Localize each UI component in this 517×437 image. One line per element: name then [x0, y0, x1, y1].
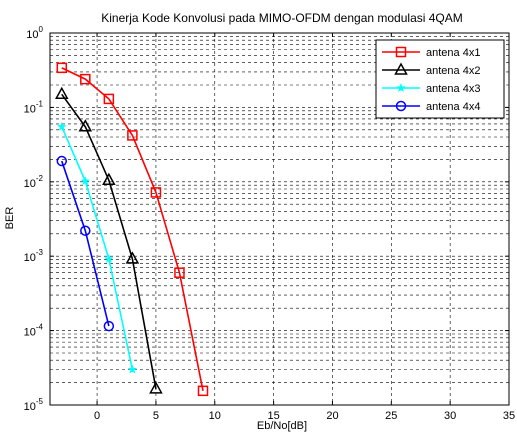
y-tick-label: 10-1	[24, 99, 44, 115]
legend-label: antena 4x2	[426, 65, 480, 77]
marker-circle	[80, 225, 91, 236]
y-tick-label: 10-4	[24, 323, 44, 339]
legend-item: antena 4x4	[382, 100, 480, 113]
legend: antena 4x1 antena 4x2 antena 4x3 antena 4x4	[375, 39, 505, 119]
y-tick-label: 10-2	[24, 174, 44, 190]
series-group	[55, 62, 209, 397]
marker-square	[197, 385, 209, 397]
y-axis-ticks: 100 10-1 10-2 10-3 10-4 10-5	[24, 25, 509, 413]
legend-box	[375, 39, 505, 119]
series-line	[61, 126, 134, 370]
x-tick-label: 30	[444, 410, 456, 422]
x-tick-label: 15	[267, 410, 279, 422]
series-line	[61, 93, 157, 389]
x-tick-label: 20	[326, 410, 338, 422]
legend-item: antena 4x1	[382, 46, 480, 59]
marker-triangle	[78, 119, 93, 132]
marker-square	[56, 62, 68, 74]
legend-label: antena 4x4	[426, 101, 480, 113]
marker-star	[57, 121, 67, 131]
series-3	[57, 121, 138, 374]
marker-square	[127, 130, 138, 141]
marker-square	[174, 267, 185, 278]
marker-star	[396, 83, 406, 92]
marker-circle	[103, 320, 115, 332]
x-tick-label: 25	[385, 410, 397, 422]
series-2	[55, 86, 163, 394]
chart-title: Kinerja Kode Konvolusi pada MIMO-OFDM de…	[101, 11, 463, 25]
legend-item: antena 4x2	[382, 62, 480, 77]
plot-area	[49, 32, 510, 406]
marker-star	[104, 253, 114, 263]
y-tick-label: 100	[26, 25, 43, 41]
x-axis-label: Eb/No[dB]	[257, 420, 307, 432]
marker-triangle	[102, 172, 116, 185]
x-tick-label: 0	[94, 410, 100, 422]
legend-label: antena 4x3	[426, 83, 480, 95]
marker-triangle	[394, 62, 408, 75]
marker-circle	[56, 155, 68, 167]
legend-item: antena 4x3	[382, 83, 480, 95]
y-tick-label: 10-5	[24, 397, 44, 413]
marker-triangle	[55, 86, 69, 100]
marker-square	[395, 46, 407, 58]
marker-square	[150, 187, 162, 198]
x-tick-label: 10	[209, 410, 221, 422]
series-line	[61, 160, 110, 327]
marker-star	[127, 364, 138, 374]
marker-square	[103, 93, 115, 105]
marker-square	[80, 73, 91, 85]
x-tick-label: 5	[153, 410, 159, 422]
x-tick-label: 35	[503, 410, 515, 422]
marker-circle	[395, 100, 407, 112]
marker-star	[80, 176, 91, 186]
series-line	[61, 67, 204, 391]
y-axis-label: BER	[4, 207, 16, 230]
legend-label: antena 4x1	[426, 47, 480, 59]
series-1	[56, 62, 209, 397]
marker-triangle	[125, 251, 140, 264]
marker-triangle	[149, 381, 163, 394]
y-tick-label: 10-3	[24, 248, 44, 264]
x-axis-ticks: 0 5 10 15 20 25 30 35	[94, 33, 515, 422]
series-4	[56, 155, 115, 332]
